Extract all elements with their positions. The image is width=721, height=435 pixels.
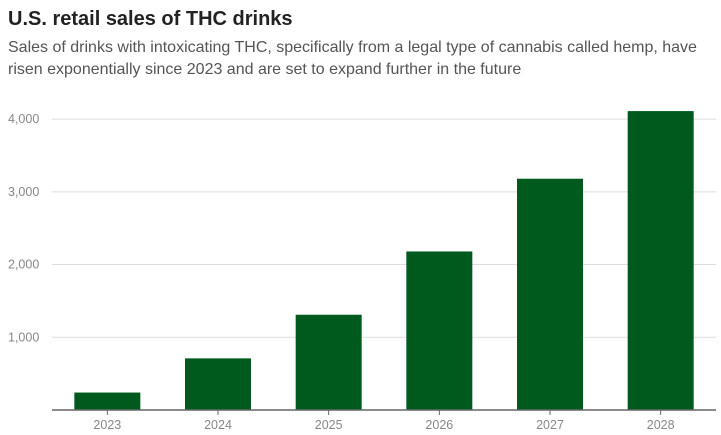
- x-tick-label: 2027: [536, 418, 564, 432]
- y-tick-label: 2,000: [8, 258, 39, 272]
- bar-2028: [627, 111, 694, 410]
- chart-header: U.S. retail sales of THC drinks Sales of…: [8, 6, 714, 81]
- x-tick-label: 2024: [204, 418, 232, 432]
- x-tick-label: 2026: [425, 418, 453, 432]
- x-tick-label: 2023: [93, 418, 121, 432]
- y-tick-label: 3,000: [8, 185, 39, 199]
- chart-subtitle: Sales of drinks with intoxicating THC, s…: [8, 39, 697, 78]
- y-tick-label: 4,000: [8, 112, 39, 126]
- bar-2024: [185, 358, 251, 410]
- y-tick-label: 1,000: [8, 330, 39, 344]
- x-tick-label: 2025: [315, 418, 343, 432]
- bar-2025: [295, 314, 362, 410]
- bar-2026: [406, 251, 473, 410]
- bar-2023: [74, 392, 141, 410]
- chart-title: U.S. retail sales of THC drinks: [8, 8, 293, 30]
- bar-2027: [517, 178, 583, 410]
- x-tick-label: 2028: [647, 418, 675, 432]
